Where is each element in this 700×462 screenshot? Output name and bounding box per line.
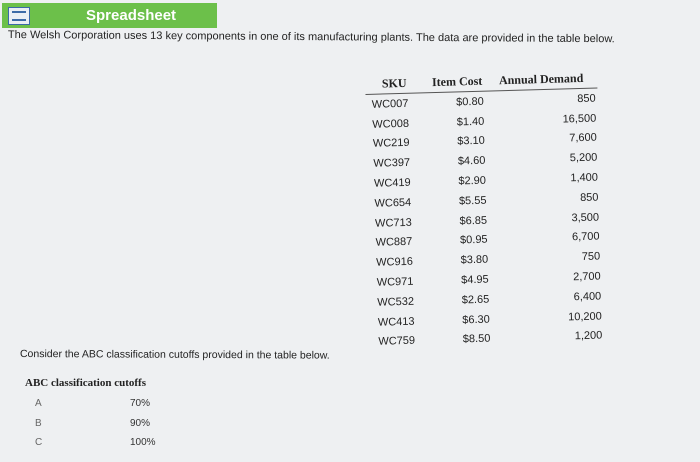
sku-cell: WC419 (373, 176, 411, 190)
abc-cutoff: 100% (130, 437, 156, 448)
annual-demand-cell: 5,200 (569, 151, 598, 165)
item-cost-cell: $8.50 (462, 333, 491, 346)
abc-row: C 100% (35, 437, 156, 448)
spreadsheet-banner[interactable]: Spreadsheet (2, 3, 217, 28)
item-cost-cell: $4.95 (461, 273, 489, 287)
abc-cutoff: 70% (130, 398, 151, 409)
sku-cell: WC007 (371, 97, 409, 111)
abc-class: A (35, 398, 42, 409)
header-annual-demand: Annual Demand (498, 70, 584, 88)
abc-class: B (35, 418, 42, 429)
item-cost-cell: $2.65 (461, 293, 490, 307)
item-cost-cell: $0.95 (459, 234, 488, 247)
item-cost-cell: $3.10 (457, 135, 486, 148)
sku-cell: WC413 (377, 315, 415, 329)
annual-demand-cell: 16,500 (562, 112, 597, 126)
item-cost-cell: $4.60 (457, 154, 486, 168)
sku-cell: WC397 (373, 157, 411, 171)
item-cost-cell: $5.55 (458, 194, 487, 208)
abc-title: ABC classification cutoffs (25, 377, 146, 389)
component-table: SKU Item Cost Annual Demand WC007 $0.80 85… (365, 71, 605, 353)
abc-cutoff: 90% (130, 418, 151, 429)
table-body: WC007 $0.80 850 WC008 $1.40 16,500 WC219 $3.10 7… (366, 89, 605, 353)
annual-demand-cell: 10,200 (567, 310, 602, 324)
sku-cell: WC759 (378, 335, 416, 349)
spreadsheet-icon (8, 6, 30, 25)
banner-title: Spreadsheet (86, 7, 177, 24)
annual-demand-cell: 1,400 (570, 171, 599, 185)
sku-cell: WC887 (375, 236, 413, 250)
item-cost-cell: $1.40 (456, 115, 485, 129)
sku-cell: WC532 (377, 295, 415, 309)
annual-demand-cell: 7,600 (569, 132, 597, 145)
sku-cell: WC654 (374, 196, 412, 210)
annual-demand-cell: 2,700 (572, 270, 601, 284)
item-cost-cell: $0.80 (456, 95, 484, 109)
abc-class: C (35, 437, 43, 448)
item-cost-cell: $6.85 (459, 214, 488, 228)
item-cost-cell: $6.30 (462, 313, 490, 327)
consider-text: Consider the ABC classification cutoffs … (19, 348, 330, 362)
header-item-cost: Item Cost (431, 73, 483, 90)
abc-row: B 90% (35, 418, 150, 429)
sku-cell: WC971 (376, 275, 414, 289)
annual-demand-cell: 1,200 (574, 329, 603, 343)
abc-row: A 70% (35, 398, 150, 409)
sku-cell: WC916 (376, 256, 414, 270)
annual-demand-cell: 6,700 (571, 230, 600, 244)
header-sku: SKU (381, 75, 407, 91)
annual-demand-cell: 850 (577, 92, 596, 105)
item-cost-cell: $3.80 (460, 253, 489, 267)
item-cost-cell: $2.90 (458, 174, 487, 188)
annual-demand-cell: 850 (579, 191, 599, 204)
sku-cell: WC008 (372, 117, 410, 131)
annual-demand-cell: 750 (581, 250, 601, 264)
sku-cell: WC713 (374, 216, 412, 230)
sku-cell: WC219 (372, 137, 410, 151)
intro-text: The Welsh Corporation uses 13 key compon… (7, 29, 615, 46)
annual-demand-cell: 3,500 (571, 211, 600, 224)
annual-demand-cell: 6,400 (573, 290, 602, 304)
